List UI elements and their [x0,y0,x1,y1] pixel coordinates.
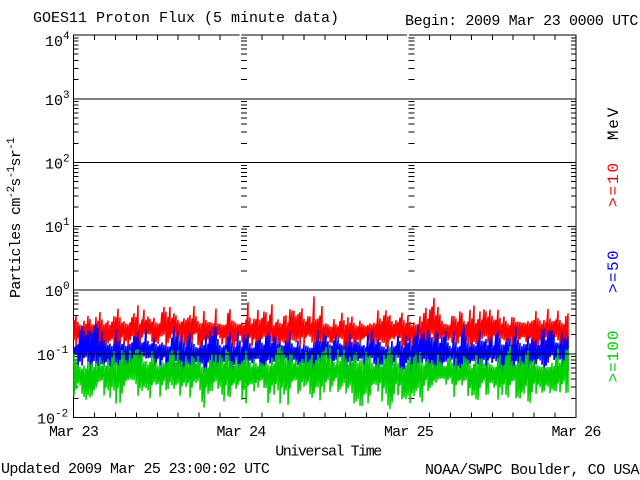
svg-text:>=50: >=50 [605,249,623,293]
svg-text:Begin: 2009 Mar 23 0000 UTC: Begin: 2009 Mar 23 0000 UTC [405,13,638,30]
svg-text:GOES11 Proton Flux (5 minute d: GOES11 Proton Flux (5 minute data) [33,10,339,27]
svg-text:Universal Time: Universal Time [275,444,382,461]
svg-text:Mar 23: Mar 23 [49,424,99,441]
svg-text:MeV: MeV [605,106,623,140]
svg-text:>=10: >=10 [605,161,623,207]
svg-text:Mar 24: Mar 24 [216,424,266,441]
svg-text:Updated 2009 Mar 25 23:00:02 U: Updated 2009 Mar 25 23:00:02 UTC [1,461,270,478]
svg-text:Mar 25: Mar 25 [384,424,434,441]
svg-text:NOAA/SWPC Boulder, CO USA: NOAA/SWPC Boulder, CO USA [425,462,639,479]
svg-text:Particles cm-2s-1sr-1: Particles cm-2s-1sr-1 [6,137,25,298]
svg-text:Mar 26: Mar 26 [551,424,601,441]
svg-text:>=100: >=100 [605,329,623,382]
